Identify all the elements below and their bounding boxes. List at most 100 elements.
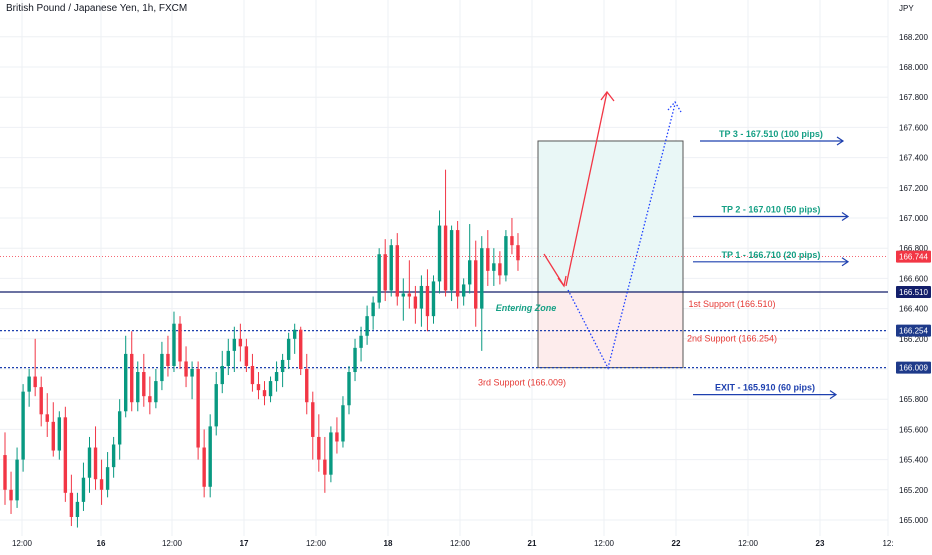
candle-body[interactable] <box>347 372 351 406</box>
support-3-badge[interactable] <box>896 361 931 374</box>
candle-body[interactable] <box>93 447 98 480</box>
x-tick-label: 12:00 <box>450 539 471 548</box>
candle-body[interactable] <box>208 426 212 487</box>
candle-body[interactable] <box>262 390 267 397</box>
candle-body[interactable] <box>142 372 146 397</box>
candle-body[interactable] <box>431 281 436 317</box>
candle-body[interactable] <box>81 477 86 502</box>
y-tick-label: 165.000 <box>899 516 928 525</box>
candle-body[interactable] <box>311 402 315 437</box>
candle-body[interactable] <box>190 369 194 377</box>
candle-body[interactable] <box>401 293 406 297</box>
candle-body[interactable] <box>449 230 454 291</box>
candle-body[interactable] <box>329 432 333 475</box>
candle-body[interactable] <box>256 384 261 391</box>
candle-body[interactable] <box>21 391 25 460</box>
candle-body[interactable] <box>437 225 442 282</box>
candle-body[interactable] <box>443 225 448 291</box>
candle-body[interactable] <box>250 365 255 385</box>
candle-body[interactable] <box>425 285 430 317</box>
loss-zone[interactable] <box>537 291 684 369</box>
candle-body[interactable] <box>33 376 37 388</box>
candle-body[interactable] <box>510 236 514 246</box>
candle-body[interactable] <box>226 350 230 366</box>
candle-body[interactable] <box>51 421 55 451</box>
candle-body[interactable] <box>69 492 74 517</box>
candle-body[interactable] <box>474 260 478 309</box>
candle-body[interactable] <box>280 359 285 373</box>
candle-body[interactable] <box>232 338 237 351</box>
candle-body[interactable] <box>238 338 243 347</box>
candle-body[interactable] <box>3 455 7 490</box>
candle-body[interactable] <box>498 263 502 276</box>
candle-body[interactable] <box>292 329 297 339</box>
y-tick-label: 166.800 <box>899 244 928 253</box>
candle-body[interactable] <box>377 254 381 303</box>
candle-body[interactable] <box>45 414 49 422</box>
candle-body[interactable] <box>160 353 164 382</box>
current-price-badge[interactable] <box>896 250 931 263</box>
candle-body[interactable] <box>413 296 418 309</box>
candle-body[interactable] <box>341 405 345 442</box>
candle-body[interactable] <box>244 346 249 366</box>
candle-body[interactable] <box>419 285 424 309</box>
candle-body[interactable] <box>389 245 393 291</box>
support-2-badge[interactable] <box>896 324 931 337</box>
candle-body[interactable] <box>27 376 31 392</box>
candle-body[interactable] <box>268 381 273 397</box>
candle-body[interactable] <box>87 447 92 478</box>
candle-body[interactable] <box>461 284 466 297</box>
red-arrow-up[interactable] <box>565 91 608 287</box>
candle-body[interactable] <box>353 347 357 373</box>
candle-body[interactable] <box>214 384 218 427</box>
candle-body[interactable] <box>202 447 206 487</box>
candle-body[interactable] <box>274 372 279 382</box>
candle-body[interactable] <box>75 501 80 517</box>
candle-body[interactable] <box>286 338 291 360</box>
candle-body[interactable] <box>9 489 13 501</box>
candle-body[interactable] <box>63 417 68 493</box>
candle-body[interactable] <box>196 369 200 448</box>
blue-dotted-arrow[interactable] <box>567 103 676 370</box>
candle-body[interactable] <box>124 353 128 412</box>
candle-body[interactable] <box>317 436 321 460</box>
profit-zone[interactable] <box>537 140 684 293</box>
candle-body[interactable] <box>492 263 496 271</box>
candle-body[interactable] <box>516 245 520 261</box>
candle-body[interactable] <box>299 329 303 369</box>
support-1-badge[interactable] <box>896 285 931 298</box>
candle-body[interactable] <box>99 479 104 490</box>
candle-body[interactable] <box>154 381 158 403</box>
candle-body[interactable] <box>359 335 363 348</box>
candle-body[interactable] <box>15 459 19 501</box>
candle-body[interactable] <box>105 467 110 490</box>
candle-body[interactable] <box>57 417 62 451</box>
candle-body[interactable] <box>178 323 182 362</box>
candle-body[interactable] <box>148 396 152 403</box>
candle-body[interactable] <box>305 369 309 403</box>
candle-body[interactable] <box>467 260 472 285</box>
candle-body[interactable] <box>455 230 460 297</box>
candle-body[interactable] <box>480 248 484 309</box>
candle-body[interactable] <box>335 432 339 442</box>
candle-body[interactable] <box>383 254 387 291</box>
candle-body[interactable] <box>130 353 134 403</box>
candle-body[interactable] <box>166 353 170 366</box>
candle-body[interactable] <box>323 459 327 475</box>
candle-body[interactable] <box>365 316 369 336</box>
candle-body[interactable] <box>172 323 176 366</box>
candle-body[interactable] <box>39 387 43 415</box>
candle-body[interactable] <box>407 293 412 297</box>
candle-body[interactable] <box>220 365 224 385</box>
candle-body[interactable] <box>184 361 188 377</box>
candle-body[interactable] <box>504 236 508 276</box>
candle-body[interactable] <box>486 248 490 271</box>
candle-body[interactable] <box>395 245 399 297</box>
candle-body[interactable] <box>371 302 375 317</box>
candle-body[interactable] <box>117 411 122 445</box>
candle-body[interactable] <box>111 444 116 468</box>
candle-body[interactable] <box>136 372 140 403</box>
exit-arrowhead <box>829 390 838 400</box>
